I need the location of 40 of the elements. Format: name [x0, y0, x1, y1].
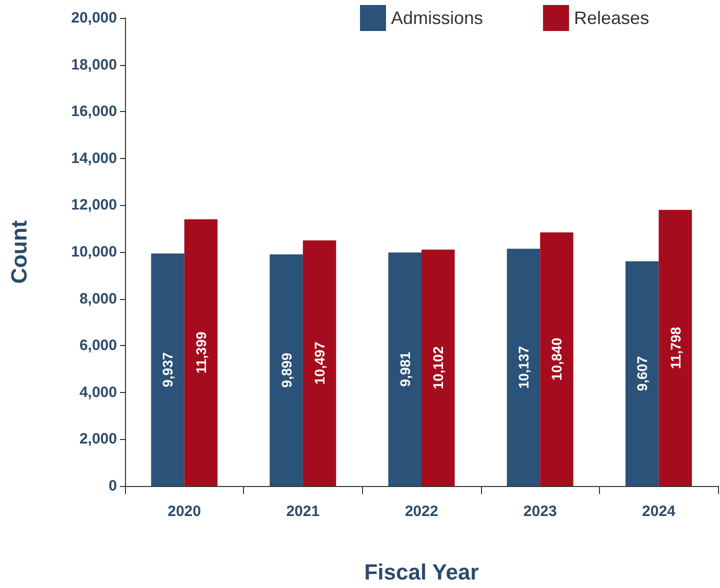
bar [270, 254, 303, 486]
bar [658, 210, 692, 486]
x-tick-label: 2021 [286, 503, 320, 520]
data-label: 10,840 [548, 338, 565, 381]
bar [302, 240, 336, 486]
data-label: 11,399 [192, 331, 209, 374]
data-label: 10,497 [312, 342, 328, 385]
y-tick-label: 18,000 [71, 56, 117, 74]
x-tick-label: 2020 [168, 503, 201, 520]
bar [388, 252, 422, 486]
y-tick-label: 0 [108, 478, 117, 494]
bar [506, 248, 540, 486]
bar [540, 232, 574, 486]
y-tick-label: 12,000 [71, 196, 117, 214]
x-tick-label: 2023 [523, 503, 557, 520]
data-label: 9,981 [396, 352, 413, 387]
y-tick-label: 20,000 [71, 10, 117, 26]
y-tick-label: 16,000 [71, 103, 117, 120]
data-label: 10,102 [430, 346, 446, 390]
data-label: 9,937 [160, 352, 176, 388]
x-tick-label: 2024 [642, 503, 676, 520]
y-tick-label: 10,000 [71, 244, 117, 260]
bar [625, 261, 659, 486]
y-tick-label: 4,000 [79, 384, 117, 401]
legend-label: Admissions [391, 8, 484, 28]
y-tick-label: 8,000 [79, 290, 117, 308]
bar [151, 253, 184, 486]
bar [422, 250, 455, 486]
data-label: 10,137 [515, 346, 532, 389]
y-tick-label: 6,000 [79, 337, 117, 354]
y-axis-title: Count [6, 220, 32, 284]
x-tick-label: 2022 [404, 503, 438, 520]
legend-label: Releases [574, 8, 650, 28]
data-label: 11,798 [667, 326, 684, 369]
y-tick-label: 2,000 [79, 430, 117, 448]
data-label: 9,607 [634, 356, 650, 392]
x-axis-title: Fiscal Year [364, 560, 480, 584]
bar [184, 219, 218, 486]
y-tick-label: 14,000 [71, 150, 117, 167]
data-label: 9,899 [278, 352, 294, 388]
